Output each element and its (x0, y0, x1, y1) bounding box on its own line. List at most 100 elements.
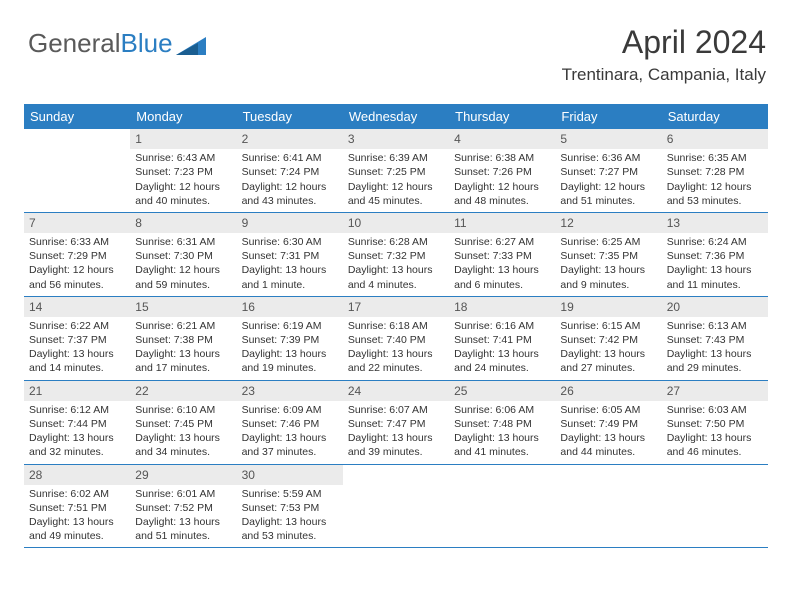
daylight-text: Daylight: 12 hours and 48 minutes. (454, 180, 550, 208)
sunrise-text: Sunrise: 6:30 AM (242, 235, 338, 249)
sunset-text: Sunset: 7:46 PM (242, 417, 338, 431)
weekday-header-row: SundayMondayTuesdayWednesdayThursdayFrid… (24, 104, 768, 129)
day-number: 21 (24, 381, 130, 401)
day-body: Sunrise: 6:27 AMSunset: 7:33 PMDaylight:… (449, 233, 555, 296)
day-body: Sunrise: 6:18 AMSunset: 7:40 PMDaylight:… (343, 317, 449, 380)
weekday-header: Saturday (662, 104, 768, 129)
sunset-text: Sunset: 7:47 PM (348, 417, 444, 431)
sunrise-text: Sunrise: 6:07 AM (348, 403, 444, 417)
sunset-text: Sunset: 7:38 PM (135, 333, 231, 347)
day-number: 16 (237, 297, 343, 317)
daylight-text: Daylight: 12 hours and 45 minutes. (348, 180, 444, 208)
day-body: Sunrise: 6:15 AMSunset: 7:42 PMDaylight:… (555, 317, 661, 380)
weeks-container: 1Sunrise: 6:43 AMSunset: 7:23 PMDaylight… (24, 129, 768, 548)
day-cell (343, 465, 449, 548)
day-cell: 19Sunrise: 6:15 AMSunset: 7:42 PMDayligh… (555, 297, 661, 380)
day-number: 22 (130, 381, 236, 401)
sunrise-text: Sunrise: 6:22 AM (29, 319, 125, 333)
day-body: Sunrise: 6:35 AMSunset: 7:28 PMDaylight:… (662, 149, 768, 212)
day-number: 4 (449, 129, 555, 149)
day-number: 23 (237, 381, 343, 401)
day-cell: 6Sunrise: 6:35 AMSunset: 7:28 PMDaylight… (662, 129, 768, 212)
sunrise-text: Sunrise: 6:18 AM (348, 319, 444, 333)
location: Trentinara, Campania, Italy (562, 65, 766, 85)
day-number: 15 (130, 297, 236, 317)
daylight-text: Daylight: 13 hours and 51 minutes. (135, 515, 231, 543)
sunrise-text: Sunrise: 6:03 AM (667, 403, 763, 417)
day-cell: 8Sunrise: 6:31 AMSunset: 7:30 PMDaylight… (130, 213, 236, 296)
daylight-text: Daylight: 12 hours and 40 minutes. (135, 180, 231, 208)
logo-text-1: General (28, 28, 121, 59)
day-cell: 9 Sunrise: 6:30 AMSunset: 7:31 PMDaylight… (237, 213, 343, 296)
month-title: April 2024 (562, 24, 766, 61)
day-number: 8 (130, 213, 236, 233)
daylight-text: Daylight: 13 hours and 24 minutes. (454, 347, 550, 375)
day-cell: 22Sunrise: 6:10 AMSunset: 7:45 PMDayligh… (130, 381, 236, 464)
day-number: 12 (555, 213, 661, 233)
sunset-text: Sunset: 7:50 PM (667, 417, 763, 431)
title-block: April 2024 Trentinara, Campania, Italy (562, 24, 766, 85)
sunset-text: Sunset: 7:31 PM (242, 249, 338, 263)
day-number: 9 (237, 213, 343, 233)
daylight-text: Daylight: 13 hours and 37 minutes. (242, 431, 338, 459)
sunrise-text: Sunrise: 6:12 AM (29, 403, 125, 417)
daylight-text: Daylight: 13 hours and 44 minutes. (560, 431, 656, 459)
sunrise-text: Sunrise: 6:38 AM (454, 151, 550, 165)
daylight-text: Daylight: 13 hours and 46 minutes. (667, 431, 763, 459)
day-cell: 2Sunrise: 6:41 AMSunset: 7:24 PMDaylight… (237, 129, 343, 212)
day-cell: 4Sunrise: 6:38 AMSunset: 7:26 PMDaylight… (449, 129, 555, 212)
day-cell (449, 465, 555, 548)
day-number: 3 (343, 129, 449, 149)
day-body: Sunrise: 6:10 AMSunset: 7:45 PMDaylight:… (130, 401, 236, 464)
sunset-text: Sunset: 7:35 PM (560, 249, 656, 263)
sunset-text: Sunset: 7:23 PM (135, 165, 231, 179)
day-cell: 20Sunrise: 6:13 AMSunset: 7:43 PMDayligh… (662, 297, 768, 380)
daylight-text: Daylight: 13 hours and 14 minutes. (29, 347, 125, 375)
day-body: Sunrise: 6:02 AMSunset: 7:51 PMDaylight:… (24, 485, 130, 548)
day-number: 19 (555, 297, 661, 317)
day-number: 17 (343, 297, 449, 317)
day-cell (662, 465, 768, 548)
day-body: Sunrise: 6:07 AMSunset: 7:47 PMDaylight:… (343, 401, 449, 464)
daylight-text: Daylight: 12 hours and 43 minutes. (242, 180, 338, 208)
day-number: 20 (662, 297, 768, 317)
daylight-text: Daylight: 13 hours and 49 minutes. (29, 515, 125, 543)
daylight-text: Daylight: 13 hours and 41 minutes. (454, 431, 550, 459)
sunrise-text: Sunrise: 6:33 AM (29, 235, 125, 249)
sunset-text: Sunset: 7:52 PM (135, 501, 231, 515)
day-number: 24 (343, 381, 449, 401)
weekday-header: Thursday (449, 104, 555, 129)
sunrise-text: Sunrise: 6:41 AM (242, 151, 338, 165)
sunrise-text: Sunrise: 6:27 AM (454, 235, 550, 249)
daylight-text: Daylight: 13 hours and 1 minute. (242, 263, 338, 291)
weekday-header: Tuesday (237, 104, 343, 129)
day-body: Sunrise: 6:31 AMSunset: 7:30 PMDaylight:… (130, 233, 236, 296)
daylight-text: Daylight: 13 hours and 53 minutes. (242, 515, 338, 543)
day-number: 27 (662, 381, 768, 401)
daylight-text: Daylight: 12 hours and 51 minutes. (560, 180, 656, 208)
day-cell: 11Sunrise: 6:27 AMSunset: 7:33 PMDayligh… (449, 213, 555, 296)
daylight-text: Daylight: 12 hours and 53 minutes. (667, 180, 763, 208)
sunrise-text: Sunrise: 6:05 AM (560, 403, 656, 417)
day-number: 1 (130, 129, 236, 149)
sunset-text: Sunset: 7:43 PM (667, 333, 763, 347)
daylight-text: Daylight: 13 hours and 34 minutes. (135, 431, 231, 459)
sunrise-text: Sunrise: 6:25 AM (560, 235, 656, 249)
logo-triangle-icon (176, 33, 206, 55)
week-row: 7Sunrise: 6:33 AMSunset: 7:29 PMDaylight… (24, 213, 768, 297)
day-cell: 24Sunrise: 6:07 AMSunset: 7:47 PMDayligh… (343, 381, 449, 464)
week-row: 28Sunrise: 6:02 AMSunset: 7:51 PMDayligh… (24, 465, 768, 549)
day-cell: 25Sunrise: 6:06 AMSunset: 7:48 PMDayligh… (449, 381, 555, 464)
day-number: 11 (449, 213, 555, 233)
day-number: 2 (237, 129, 343, 149)
daylight-text: Daylight: 13 hours and 4 minutes. (348, 263, 444, 291)
day-body: Sunrise: 6:19 AMSunset: 7:39 PMDaylight:… (237, 317, 343, 380)
sunset-text: Sunset: 7:40 PM (348, 333, 444, 347)
day-body: Sunrise: 6:13 AMSunset: 7:43 PMDaylight:… (662, 317, 768, 380)
sunrise-text: Sunrise: 6:06 AM (454, 403, 550, 417)
sunrise-text: Sunrise: 6:01 AM (135, 487, 231, 501)
day-number: 13 (662, 213, 768, 233)
day-number: 5 (555, 129, 661, 149)
day-number: 28 (24, 465, 130, 485)
sunrise-text: Sunrise: 6:21 AM (135, 319, 231, 333)
